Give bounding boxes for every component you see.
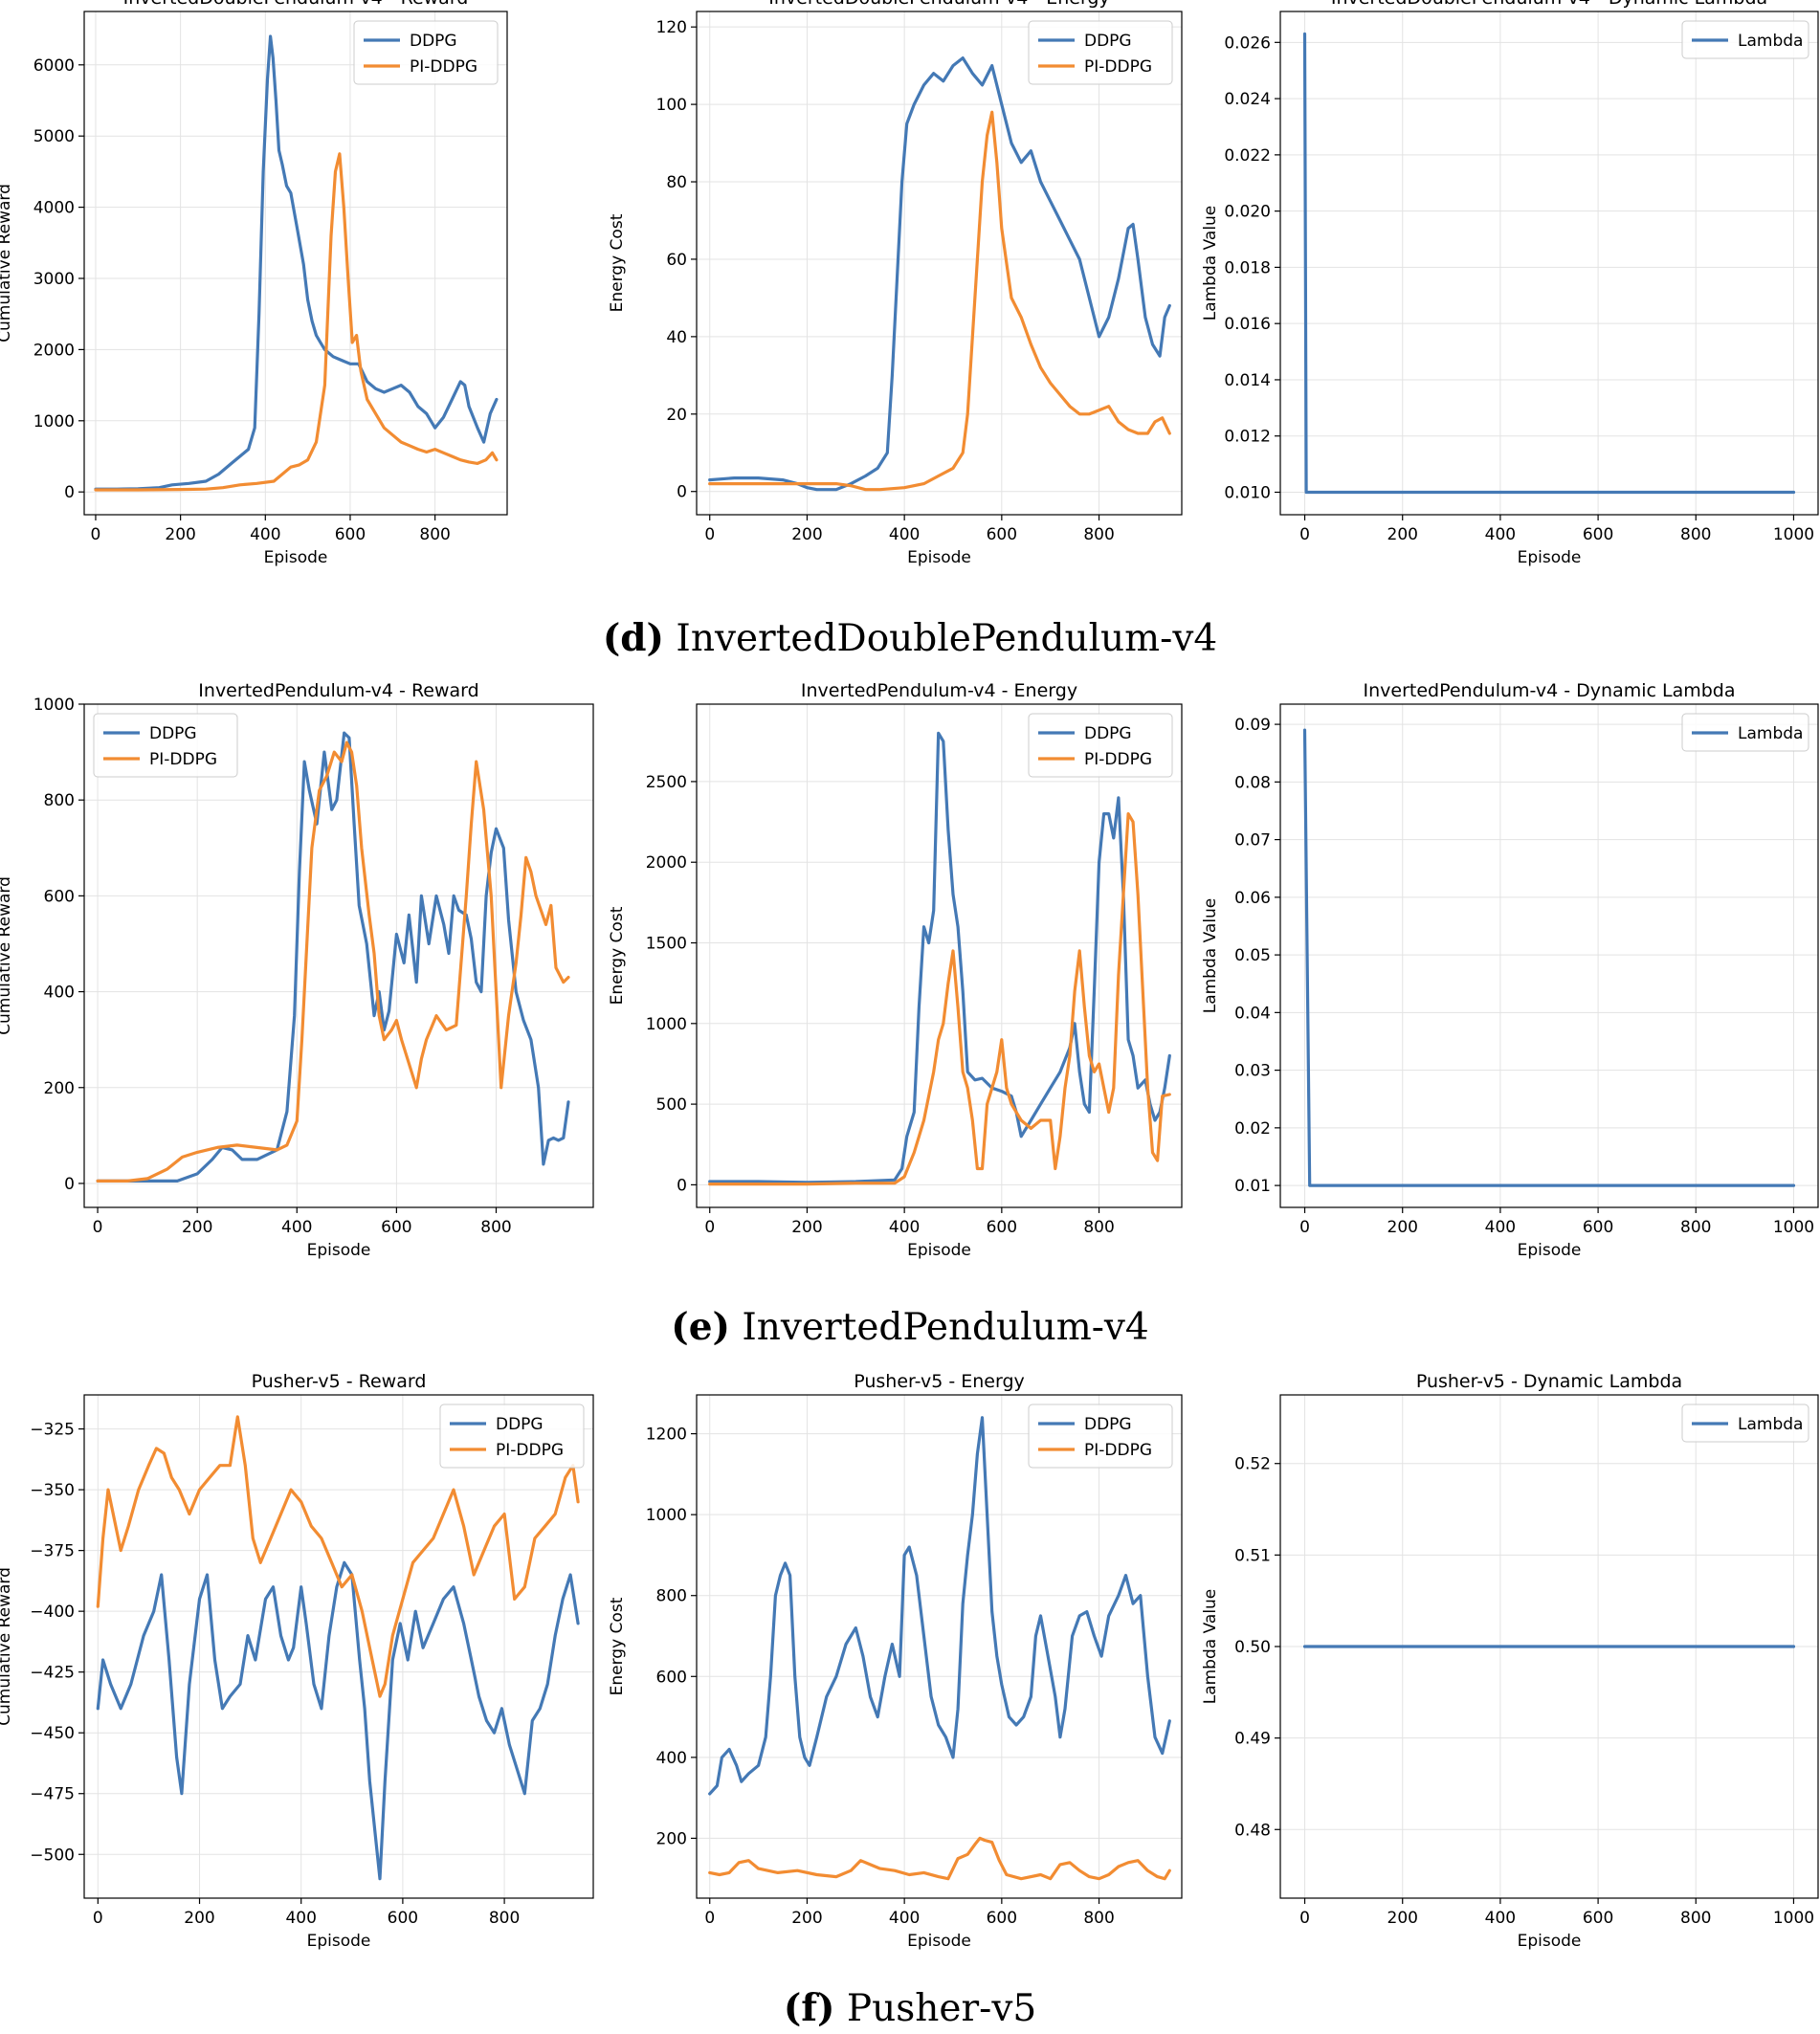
x-tick-label: 600 [335, 525, 366, 544]
chart-title: InvertedDoublePendulum-v4 - Reward [123, 0, 469, 9]
legend-label-pi_ddpg: PI-DDPG [410, 57, 477, 77]
y-tick-label: 0 [64, 483, 75, 502]
caption-f-letter: (f) [783, 1986, 835, 2030]
caption-e: (e) InvertedPendulum-v4 [0, 1305, 1820, 1349]
legend: DDPG PI-DDPG [353, 20, 499, 85]
legend-box [353, 20, 499, 85]
x-tick-label: 200 [165, 525, 195, 544]
caption-d-letter: (d) [602, 616, 665, 660]
caption-d: (d) InvertedDoublePendulum-v4 [0, 616, 1820, 660]
caption-e-text: InvertedPendulum-v4 [742, 1306, 1149, 1349]
caption-e-letter: (e) [671, 1305, 730, 1349]
y-tick-label: 4000 [33, 199, 75, 218]
y-tick-label: 2000 [33, 341, 75, 360]
y-tick-label: 6000 [33, 56, 75, 76]
x-tick-label: 400 [250, 525, 280, 544]
legend-label-ddpg: DDPG [410, 32, 457, 51]
caption-f: (f) Pusher-v5 [0, 1986, 1820, 2030]
plot-frame [83, 11, 508, 516]
x-tick-label: 800 [419, 525, 450, 544]
y-tick-label: 3000 [33, 270, 75, 289]
caption-d-text: InvertedDoublePendulum-v4 [676, 617, 1218, 660]
y-tick-label: 5000 [33, 127, 75, 146]
x-axis-label: Episode [264, 548, 328, 567]
y-axis-label: Cumulative Reward [0, 184, 14, 343]
series-line-ddpg [94, 34, 499, 491]
x-tick-label: 0 [91, 525, 101, 544]
caption-f-text: Pusher-v5 [846, 1987, 1037, 2030]
y-tick-label: 1000 [33, 412, 75, 431]
series-line-pi_ddpg [94, 152, 499, 492]
